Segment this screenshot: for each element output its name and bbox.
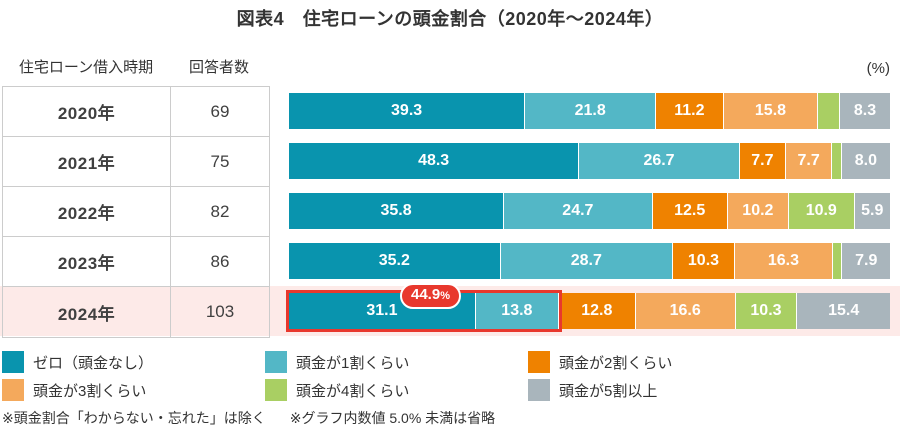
bar-segment: 15.8 [723, 93, 819, 129]
year-cell: 2021年 [3, 137, 171, 186]
bar-segment: 7.7 [786, 143, 833, 179]
bar-segment: 24.7 [504, 193, 653, 229]
bar-segment: 16.6 [635, 293, 736, 329]
bar-row: 31.1 13.8 12.8 16.6 10.3 15.4 44.9% [286, 283, 890, 336]
table-header-period: 住宅ローン借入時期 [18, 59, 154, 76]
footnotes: ※頭金割合「わからない・忘れた」は除く ※グラフ内数値 5.0% 未満は省略 [2, 408, 519, 428]
legend-swatch [528, 351, 550, 373]
bar-segment: 15.4 [797, 293, 890, 329]
legend-item: 頭金が3割くらい [2, 378, 265, 402]
bar-segment [832, 243, 843, 279]
bar-row: 35.8 24.7 12.5 10.2 10.9 5.9 [289, 186, 890, 236]
bar-segment: 7.9 [842, 243, 890, 279]
table-row: 2020年 69 [3, 87, 269, 137]
stacked-bar: 31.1 13.8 12.8 16.6 10.3 15.4 [289, 293, 890, 329]
bar-segment: 11.2 [656, 93, 724, 129]
legend-label: 頭金が3割くらい [33, 382, 147, 400]
bar-segment: 10.3 [673, 243, 735, 279]
legend-item: 頭金が2割くらい [528, 350, 898, 374]
year-cell: 2023年 [3, 237, 171, 286]
highlight-badge-suffix: % [440, 290, 450, 302]
stacked-bar: 48.3 26.7 7.7 7.7 8.0 [289, 143, 890, 179]
year-cell: 2024年 [3, 287, 171, 337]
legend-label: 頭金が4割くらい [296, 382, 410, 400]
year-cell: 2020年 [3, 87, 171, 136]
bars-area: 39.3 21.8 11.2 15.8 8.3 48.3 26.7 7.7 7.7 8.0 35.8… [286, 86, 890, 336]
table-row: 2022年 82 [3, 187, 269, 237]
legend-item: 頭金が4割くらい [265, 378, 528, 402]
bar-segment: 8.3 [840, 93, 890, 129]
respondent-cell: 86 [210, 251, 230, 271]
bar-row: 48.3 26.7 7.7 7.7 8.0 [289, 136, 890, 186]
bar-row: 39.3 21.8 11.2 15.8 8.3 [289, 86, 890, 136]
table-row: 2023年 86 [3, 237, 269, 287]
bar-segment: 35.8 [289, 193, 505, 229]
legend-item: 頭金が5割以上 [528, 378, 898, 402]
table-header-respondents: 回答者数 [188, 59, 249, 76]
bar-segment: 16.3 [734, 243, 833, 279]
bar-segment: 21.8 [525, 93, 657, 129]
respondent-cell: 69 [210, 101, 230, 121]
stacked-bar: 35.8 24.7 12.5 10.2 10.9 5.9 [289, 193, 890, 229]
table-row: 2024年 103 [3, 287, 269, 337]
legend-label: ゼロ（頭金なし） [33, 354, 154, 372]
legend-swatch [528, 379, 550, 401]
table-row: 2021年 75 [3, 137, 269, 187]
chart-title: 図表4 住宅ローンの頭金割合（2020年～2024年） [236, 9, 664, 29]
year-cell: 2022年 [3, 187, 171, 236]
bar-segment: 7.7 [739, 143, 786, 179]
bar-segment: 5.9 [854, 193, 890, 229]
bar-segment: 13.8 [475, 293, 559, 329]
stacked-bar: 39.3 21.8 11.2 15.8 8.3 [289, 93, 890, 129]
bar-segment: 26.7 [579, 143, 740, 179]
bar-row: 35.2 28.7 10.3 16.3 7.9 [289, 236, 890, 286]
footnote: ※頭金割合「わからない・忘れた」は除く [2, 410, 266, 426]
legend: ゼロ（頭金なし） 頭金が1割くらい 頭金が2割くらい頭金が3割くらい 頭金が4割くらい… [2, 350, 898, 402]
bar-segment: 8.0 [841, 143, 890, 179]
year-table-body: 2020年 69 2021年 75 2022年 82 2023年 86 2024年 103 [3, 87, 269, 337]
respondent-cell: 103 [205, 302, 235, 321]
respondent-cell: 75 [210, 151, 230, 171]
legend-label: 頭金が5割以上 [559, 382, 658, 400]
bar-segment: 10.2 [727, 193, 790, 229]
footnote: ※グラフ内数値 5.0% 未満は省略 [289, 410, 496, 426]
legend-label: 頭金が2割くらい [559, 354, 673, 372]
bar-segment: 48.3 [289, 143, 580, 179]
bar-segment: 12.8 [558, 293, 636, 329]
legend-item: ゼロ（頭金なし） [2, 350, 265, 374]
highlight-badge: 44.9% [400, 283, 461, 309]
bar-segment: 10.9 [789, 193, 855, 229]
legend-swatch [2, 351, 24, 373]
bar-segment: 39.3 [289, 93, 526, 129]
year-table: 2020年 69 2021年 75 2022年 82 2023年 86 2024年 103 [2, 86, 270, 338]
unit-label: (%) [866, 60, 890, 77]
bar-segment: 12.5 [652, 193, 728, 229]
legend-label: 頭金が1割くらい [296, 354, 410, 372]
legend-swatch [2, 379, 24, 401]
legend-swatch [265, 351, 287, 373]
stacked-bar: 35.2 28.7 10.3 16.3 7.9 [289, 243, 890, 279]
bar-segment: 28.7 [500, 243, 674, 279]
respondent-cell: 82 [210, 201, 230, 221]
bar-segment: 10.3 [735, 293, 798, 329]
bar-segment [832, 143, 842, 179]
legend-item: 頭金が1割くらい [265, 350, 528, 374]
legend-swatch [265, 379, 287, 401]
bar-segment [818, 93, 841, 129]
highlight-badge-value: 44.9 [411, 286, 441, 303]
bar-segment: 35.2 [289, 243, 501, 279]
